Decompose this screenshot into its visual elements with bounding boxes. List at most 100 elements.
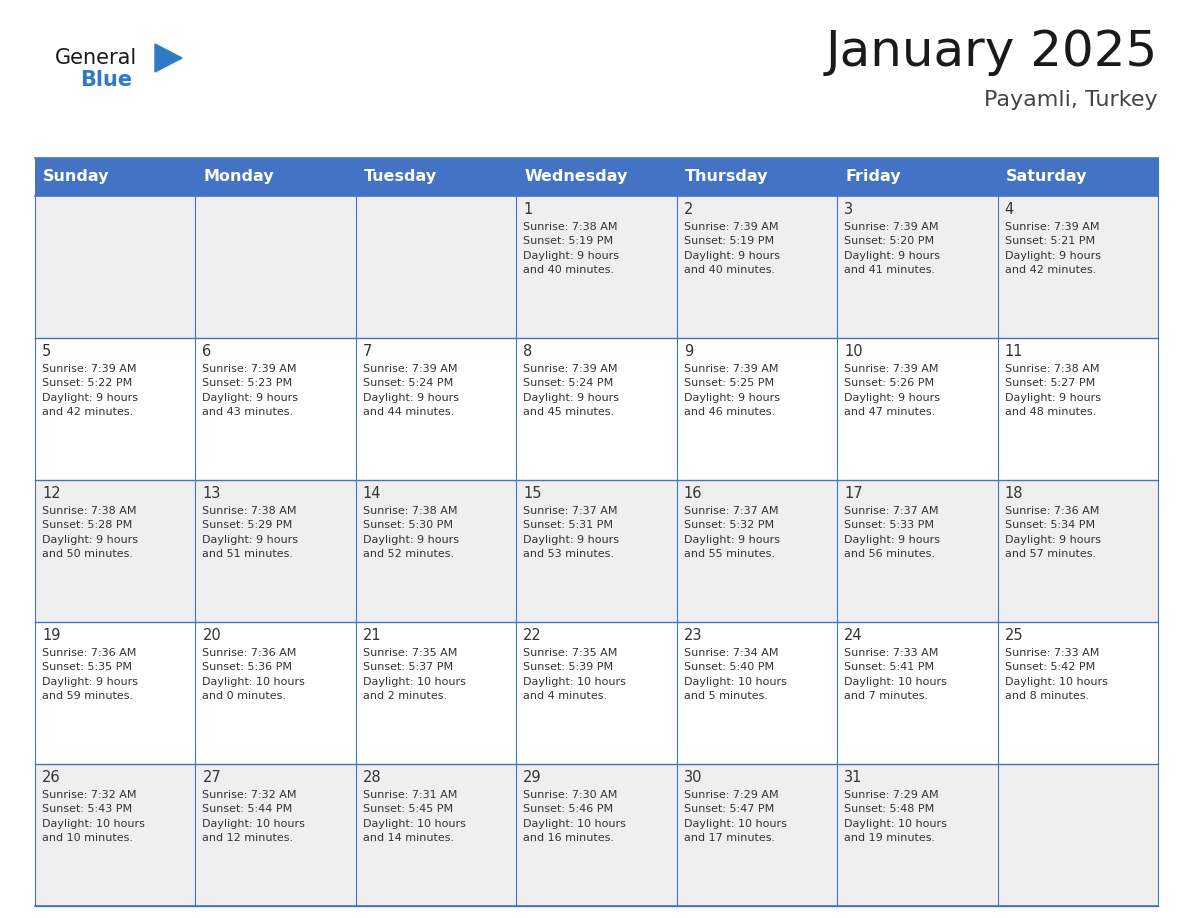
Text: 1: 1 [523,202,532,217]
Bar [356,338,517,480]
Text: 5: 5 [42,344,51,359]
Text: Sunrise: 7:38 AM
Sunset: 5:27 PM
Daylight: 9 hours
and 48 minutes.: Sunrise: 7:38 AM Sunset: 5:27 PM Dayligh… [1005,364,1100,417]
Text: Sunrise: 7:39 AM
Sunset: 5:25 PM
Daylight: 9 hours
and 46 minutes.: Sunrise: 7:39 AM Sunset: 5:25 PM Dayligh… [684,364,779,417]
Bar [356,196,517,338]
Text: 26: 26 [42,770,61,785]
Text: General: General [55,48,138,68]
Text: 7: 7 [362,344,372,359]
Text: 28: 28 [362,770,381,785]
Bar [998,338,1158,480]
Bar [517,764,677,906]
Bar [677,480,838,622]
Text: Sunrise: 7:36 AM
Sunset: 5:34 PM
Daylight: 9 hours
and 57 minutes.: Sunrise: 7:36 AM Sunset: 5:34 PM Dayligh… [1005,506,1100,559]
Text: Sunrise: 7:30 AM
Sunset: 5:46 PM
Daylight: 10 hours
and 16 minutes.: Sunrise: 7:30 AM Sunset: 5:46 PM Dayligh… [523,790,626,844]
Text: 14: 14 [362,486,381,501]
Text: Sunrise: 7:38 AM
Sunset: 5:29 PM
Daylight: 9 hours
and 51 minutes.: Sunrise: 7:38 AM Sunset: 5:29 PM Dayligh… [202,506,298,559]
Text: 17: 17 [845,486,862,501]
Text: Sunrise: 7:37 AM
Sunset: 5:31 PM
Daylight: 9 hours
and 53 minutes.: Sunrise: 7:37 AM Sunset: 5:31 PM Dayligh… [523,506,619,559]
Text: Friday: Friday [845,170,901,185]
Text: Saturday: Saturday [1005,170,1087,185]
Bar [196,196,356,338]
Text: Sunrise: 7:33 AM
Sunset: 5:42 PM
Daylight: 10 hours
and 8 minutes.: Sunrise: 7:33 AM Sunset: 5:42 PM Dayligh… [1005,648,1107,701]
Text: Sunrise: 7:37 AM
Sunset: 5:32 PM
Daylight: 9 hours
and 55 minutes.: Sunrise: 7:37 AM Sunset: 5:32 PM Dayligh… [684,506,779,559]
Text: Sunrise: 7:36 AM
Sunset: 5:35 PM
Daylight: 9 hours
and 59 minutes.: Sunrise: 7:36 AM Sunset: 5:35 PM Dayligh… [42,648,138,701]
Text: Sunrise: 7:35 AM
Sunset: 5:39 PM
Daylight: 10 hours
and 4 minutes.: Sunrise: 7:35 AM Sunset: 5:39 PM Dayligh… [523,648,626,701]
Text: 2: 2 [684,202,693,217]
Bar [998,764,1158,906]
Text: Sunrise: 7:38 AM
Sunset: 5:19 PM
Daylight: 9 hours
and 40 minutes.: Sunrise: 7:38 AM Sunset: 5:19 PM Dayligh… [523,222,619,275]
Text: Monday: Monday [203,170,274,185]
Bar [34,338,196,480]
Text: 23: 23 [684,628,702,643]
Bar [34,622,196,764]
Text: Sunrise: 7:32 AM
Sunset: 5:43 PM
Daylight: 10 hours
and 10 minutes.: Sunrise: 7:32 AM Sunset: 5:43 PM Dayligh… [42,790,145,844]
Bar [356,764,517,906]
Text: 20: 20 [202,628,221,643]
Text: 31: 31 [845,770,862,785]
Text: Payamli, Turkey: Payamli, Turkey [985,90,1158,110]
Text: January 2025: January 2025 [826,28,1158,76]
Text: 25: 25 [1005,628,1023,643]
Text: 8: 8 [523,344,532,359]
Text: Sunrise: 7:39 AM
Sunset: 5:22 PM
Daylight: 9 hours
and 42 minutes.: Sunrise: 7:39 AM Sunset: 5:22 PM Dayligh… [42,364,138,417]
Text: 9: 9 [684,344,693,359]
Bar [838,338,998,480]
Bar [196,338,356,480]
Bar [838,196,998,338]
Bar [517,480,677,622]
Text: Sunrise: 7:39 AM
Sunset: 5:21 PM
Daylight: 9 hours
and 42 minutes.: Sunrise: 7:39 AM Sunset: 5:21 PM Dayligh… [1005,222,1100,275]
Text: Sunrise: 7:38 AM
Sunset: 5:28 PM
Daylight: 9 hours
and 50 minutes.: Sunrise: 7:38 AM Sunset: 5:28 PM Dayligh… [42,506,138,559]
Text: Tuesday: Tuesday [364,170,437,185]
Text: Blue: Blue [80,70,132,90]
Bar [998,196,1158,338]
Text: Sunrise: 7:34 AM
Sunset: 5:40 PM
Daylight: 10 hours
and 5 minutes.: Sunrise: 7:34 AM Sunset: 5:40 PM Dayligh… [684,648,786,701]
Text: 3: 3 [845,202,853,217]
Text: 18: 18 [1005,486,1023,501]
Text: Wednesday: Wednesday [524,170,627,185]
Bar [34,764,196,906]
Text: Sunrise: 7:39 AM
Sunset: 5:26 PM
Daylight: 9 hours
and 47 minutes.: Sunrise: 7:39 AM Sunset: 5:26 PM Dayligh… [845,364,940,417]
Bar [34,158,1158,196]
Bar [838,622,998,764]
Polygon shape [154,44,182,72]
Text: Sunrise: 7:33 AM
Sunset: 5:41 PM
Daylight: 10 hours
and 7 minutes.: Sunrise: 7:33 AM Sunset: 5:41 PM Dayligh… [845,648,947,701]
Bar [998,480,1158,622]
Text: 13: 13 [202,486,221,501]
Text: 12: 12 [42,486,61,501]
Text: 24: 24 [845,628,862,643]
Text: 4: 4 [1005,202,1013,217]
Text: 22: 22 [523,628,542,643]
Text: Sunrise: 7:29 AM
Sunset: 5:47 PM
Daylight: 10 hours
and 17 minutes.: Sunrise: 7:29 AM Sunset: 5:47 PM Dayligh… [684,790,786,844]
Text: Sunrise: 7:39 AM
Sunset: 5:23 PM
Daylight: 9 hours
and 43 minutes.: Sunrise: 7:39 AM Sunset: 5:23 PM Dayligh… [202,364,298,417]
Text: 21: 21 [362,628,381,643]
Text: Sunrise: 7:39 AM
Sunset: 5:19 PM
Daylight: 9 hours
and 40 minutes.: Sunrise: 7:39 AM Sunset: 5:19 PM Dayligh… [684,222,779,275]
Text: Sunrise: 7:39 AM
Sunset: 5:24 PM
Daylight: 9 hours
and 44 minutes.: Sunrise: 7:39 AM Sunset: 5:24 PM Dayligh… [362,364,459,417]
Text: 27: 27 [202,770,221,785]
Text: 15: 15 [523,486,542,501]
Bar [838,764,998,906]
Bar [998,622,1158,764]
Text: 11: 11 [1005,344,1023,359]
Text: 29: 29 [523,770,542,785]
Bar [196,622,356,764]
Text: Sunrise: 7:36 AM
Sunset: 5:36 PM
Daylight: 10 hours
and 0 minutes.: Sunrise: 7:36 AM Sunset: 5:36 PM Dayligh… [202,648,305,701]
Bar [517,622,677,764]
Bar [517,338,677,480]
Text: Sunrise: 7:35 AM
Sunset: 5:37 PM
Daylight: 10 hours
and 2 minutes.: Sunrise: 7:35 AM Sunset: 5:37 PM Dayligh… [362,648,466,701]
Bar [356,622,517,764]
Text: Sunrise: 7:39 AM
Sunset: 5:20 PM
Daylight: 9 hours
and 41 minutes.: Sunrise: 7:39 AM Sunset: 5:20 PM Dayligh… [845,222,940,275]
Bar [677,196,838,338]
Text: Sunrise: 7:38 AM
Sunset: 5:30 PM
Daylight: 9 hours
and 52 minutes.: Sunrise: 7:38 AM Sunset: 5:30 PM Dayligh… [362,506,459,559]
Text: Sunrise: 7:32 AM
Sunset: 5:44 PM
Daylight: 10 hours
and 12 minutes.: Sunrise: 7:32 AM Sunset: 5:44 PM Dayligh… [202,790,305,844]
Bar [34,480,196,622]
Text: Thursday: Thursday [684,170,769,185]
Bar [677,338,838,480]
Bar [196,764,356,906]
Text: 30: 30 [684,770,702,785]
Bar [196,480,356,622]
Text: 16: 16 [684,486,702,501]
Text: Sunrise: 7:29 AM
Sunset: 5:48 PM
Daylight: 10 hours
and 19 minutes.: Sunrise: 7:29 AM Sunset: 5:48 PM Dayligh… [845,790,947,844]
Bar [517,196,677,338]
Text: Sunrise: 7:31 AM
Sunset: 5:45 PM
Daylight: 10 hours
and 14 minutes.: Sunrise: 7:31 AM Sunset: 5:45 PM Dayligh… [362,790,466,844]
Text: Sunday: Sunday [43,170,109,185]
